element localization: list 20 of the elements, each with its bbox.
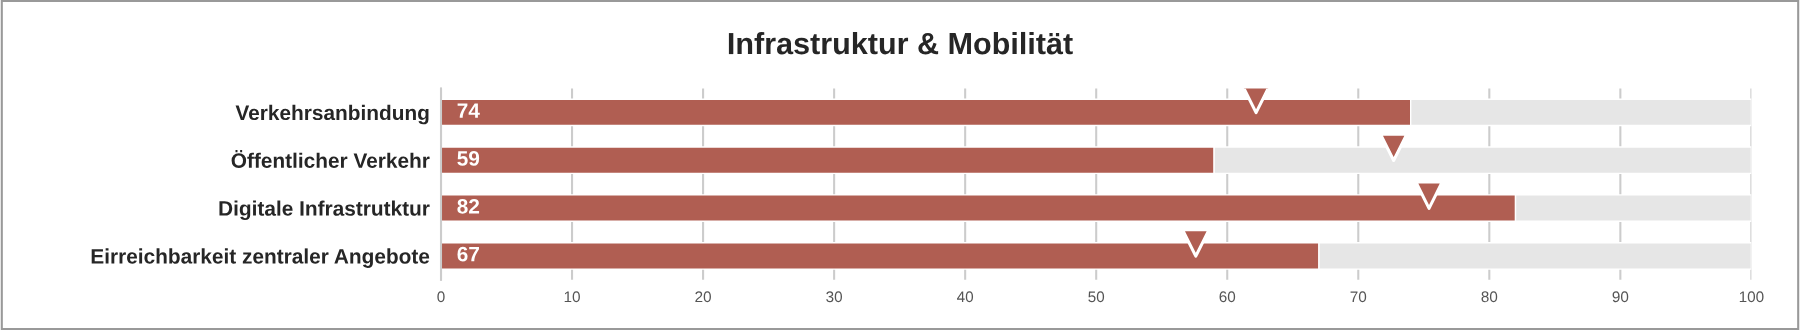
- x-tick-label: 80: [1481, 291, 1498, 303]
- x-tick-label: 60: [1219, 291, 1236, 303]
- x-tick-label: 40: [957, 291, 974, 303]
- x-tick-label: 30: [826, 291, 843, 303]
- y-tick-label: Digitale Infrastrutktur: [219, 200, 430, 221]
- data-label: 82: [457, 198, 480, 214]
- chart-title: Infrastruktur & Mobilität: [728, 31, 1073, 55]
- data-label: 74: [457, 103, 480, 118]
- data-label: 59: [457, 151, 480, 166]
- x-tick-label: 70: [1350, 291, 1367, 303]
- y-tick-label: Öffentlicher Verkehr: [231, 149, 430, 168]
- y-tick-label: Verkehrsanbindung: [235, 104, 429, 125]
- x-tick-label: 10: [564, 291, 580, 303]
- x-tick-label: 90: [1612, 291, 1629, 303]
- x-tick-label: 20: [695, 291, 711, 303]
- y-tick-label: Eirreichbarkeit zentraler Angebote: [91, 248, 430, 268]
- x-tick-label: 50: [1088, 291, 1105, 303]
- x-tick-label: 100: [1739, 291, 1764, 303]
- x-tick-label: 0: [437, 291, 445, 303]
- data-label: 67: [457, 246, 479, 262]
